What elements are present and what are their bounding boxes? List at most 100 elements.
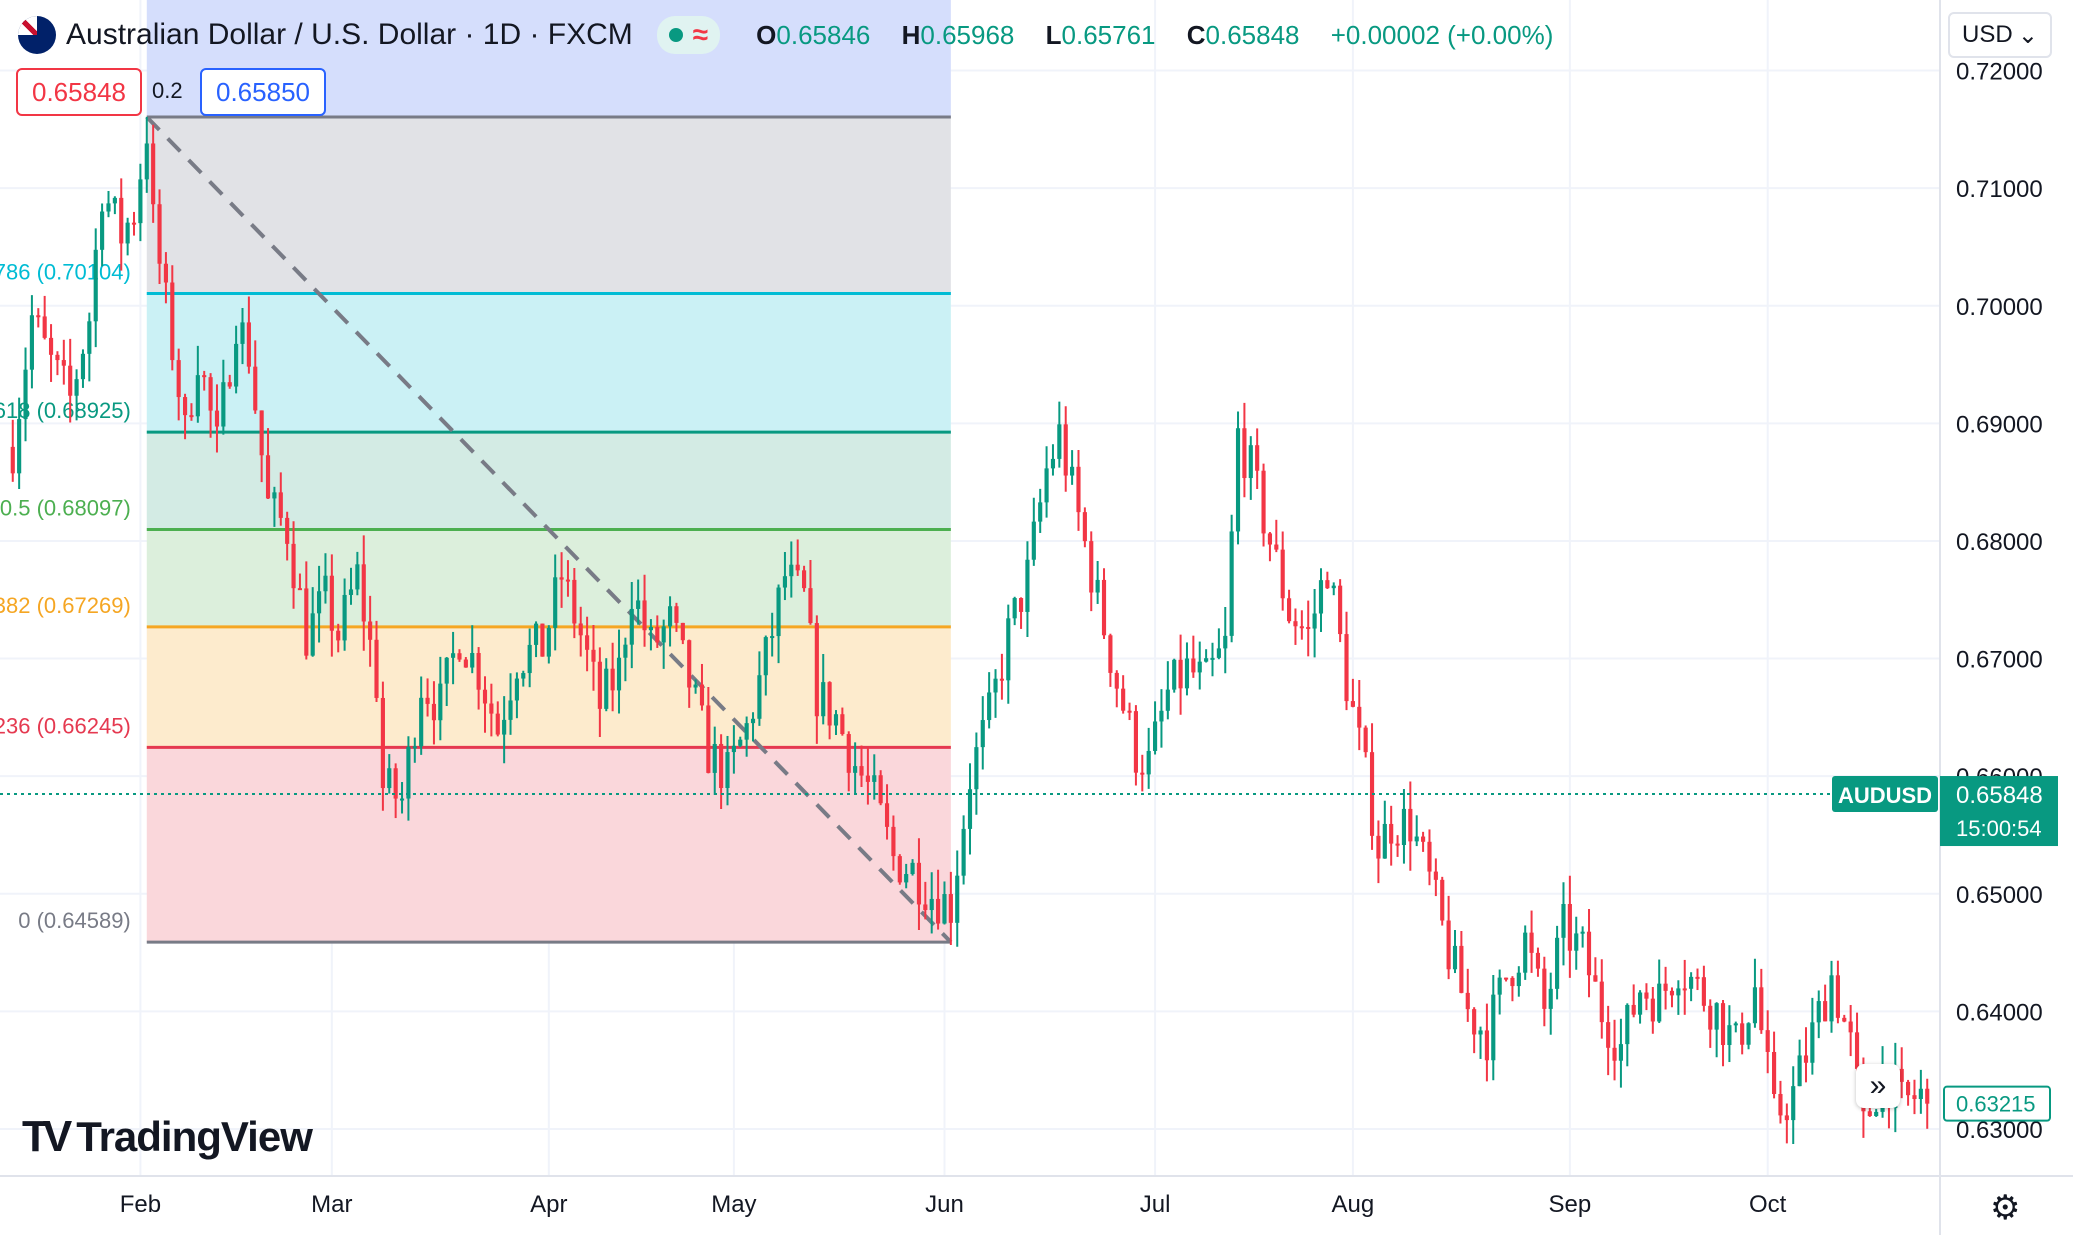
candle-down — [1542, 968, 1547, 1009]
candle-up — [1555, 937, 1560, 989]
candle-up — [1516, 972, 1521, 987]
symbol-badge — [1832, 776, 1938, 813]
time-tick-label: Jun — [925, 1191, 964, 1218]
cursor-price-label: 0.63215 — [1956, 1092, 2036, 1117]
candle-down — [48, 337, 54, 355]
candle-down — [1446, 920, 1451, 970]
candle-down — [259, 410, 264, 456]
candle-down — [1114, 672, 1119, 689]
candle-down — [476, 653, 481, 690]
candle-down — [208, 377, 213, 411]
candle-up — [1382, 823, 1387, 859]
candle-down — [1242, 428, 1247, 479]
candle-up — [195, 375, 200, 417]
candle-down — [1459, 945, 1464, 993]
candle-down — [674, 606, 679, 623]
candle-up — [451, 653, 456, 658]
candle-down — [1682, 988, 1687, 991]
candle-up — [1044, 468, 1049, 503]
fib-level-label: 0 (0.64589) — [18, 908, 131, 933]
time-tick-label: Mar — [311, 1191, 352, 1218]
candle-down — [559, 577, 564, 580]
candle-down — [1082, 512, 1087, 542]
candle-down — [846, 734, 851, 773]
chart-header: Australian Dollar / U.S. Dollar · 1D · F… — [0, 0, 1565, 70]
candle-down — [1663, 983, 1668, 991]
candle-down — [68, 365, 73, 396]
candle-down — [1848, 1021, 1853, 1033]
candle-down — [170, 282, 175, 361]
candle-down — [1695, 976, 1700, 979]
candle-up — [974, 747, 979, 790]
ohlc-readout: O0.65846 H0.65968 L0.65761 C0.65848 +0.0… — [756, 19, 1554, 50]
candle-down — [227, 382, 232, 387]
price-tick-label: 0.70000 — [1956, 294, 2043, 321]
symbol-badge-label: AUDUSD — [1838, 783, 1932, 808]
candle-up — [693, 684, 698, 688]
candle-up — [1791, 1086, 1796, 1121]
candle-up — [514, 678, 519, 701]
candle-up — [1676, 988, 1681, 996]
time-tick-label: Sep — [1549, 1191, 1592, 1218]
tv-logo-icon: TV — [22, 1112, 72, 1161]
candle-down — [291, 543, 296, 589]
candle-up — [87, 321, 92, 354]
candle-down — [719, 743, 724, 789]
settings-icon[interactable]: ⚙ — [1990, 1189, 2021, 1227]
currency-select[interactable]: USD ⌄ — [1948, 12, 2052, 58]
price-tick-label: 0.64000 — [1956, 999, 2043, 1026]
time-tick-label: Feb — [120, 1191, 161, 1218]
candle-down — [936, 898, 941, 924]
candle-down — [380, 697, 385, 789]
last-price-badge — [1940, 776, 2058, 847]
candle-down — [1867, 1111, 1872, 1117]
candle-down — [1338, 585, 1343, 635]
candle-up — [106, 203, 111, 212]
candle-up — [942, 894, 947, 924]
market-status-indicator[interactable]: ≈ — [656, 16, 721, 54]
candle-down — [42, 316, 47, 338]
candle-up — [521, 673, 526, 679]
candle-up — [833, 714, 839, 726]
candle-up — [272, 492, 277, 499]
fib-zone — [146, 747, 951, 943]
price-tick-label: 0.65000 — [1956, 882, 2043, 909]
buy-button[interactable]: 0.65850 — [200, 68, 326, 116]
candle-up — [1548, 988, 1553, 1009]
tradingview-logo-text: TradingView — [76, 1113, 313, 1160]
candle-down — [55, 354, 60, 361]
candle-down — [1803, 1055, 1809, 1063]
candle-up — [144, 143, 149, 180]
candle-down — [655, 627, 660, 643]
tradingview-logo[interactable]: TV TradingView — [22, 1112, 313, 1162]
candle-down — [1427, 841, 1432, 872]
candle-down — [1357, 706, 1362, 728]
candle-down — [1567, 904, 1572, 951]
symbol-title[interactable]: Australian Dollar / U.S. Dollar · 1D · F… — [66, 18, 633, 51]
candle-up — [221, 382, 226, 427]
candle-down — [1191, 658, 1196, 673]
candle-down — [202, 375, 207, 378]
candle-down — [565, 579, 571, 582]
candle-up — [910, 862, 915, 875]
candle-up — [616, 657, 622, 691]
candle-down — [865, 775, 870, 782]
scroll-to-realtime-button[interactable]: » — [1856, 1064, 1900, 1108]
candle-up — [470, 653, 475, 668]
candle-down — [431, 703, 437, 721]
candle-down — [1465, 992, 1470, 1010]
candle-up — [348, 589, 354, 595]
candle-up — [1625, 1004, 1630, 1045]
candle-up — [1006, 618, 1011, 681]
candle-down — [1133, 711, 1138, 773]
sell-button[interactable]: 0.65848 — [16, 68, 142, 116]
cursor-price-badge — [1943, 1085, 2051, 1122]
candle-down — [795, 564, 800, 571]
candle-up — [412, 746, 417, 749]
candle-down — [1650, 998, 1655, 1022]
wave-icon: ≈ — [692, 19, 709, 50]
candle-up — [1172, 659, 1177, 690]
candle-up — [667, 606, 673, 627]
candle-down — [1018, 598, 1024, 612]
